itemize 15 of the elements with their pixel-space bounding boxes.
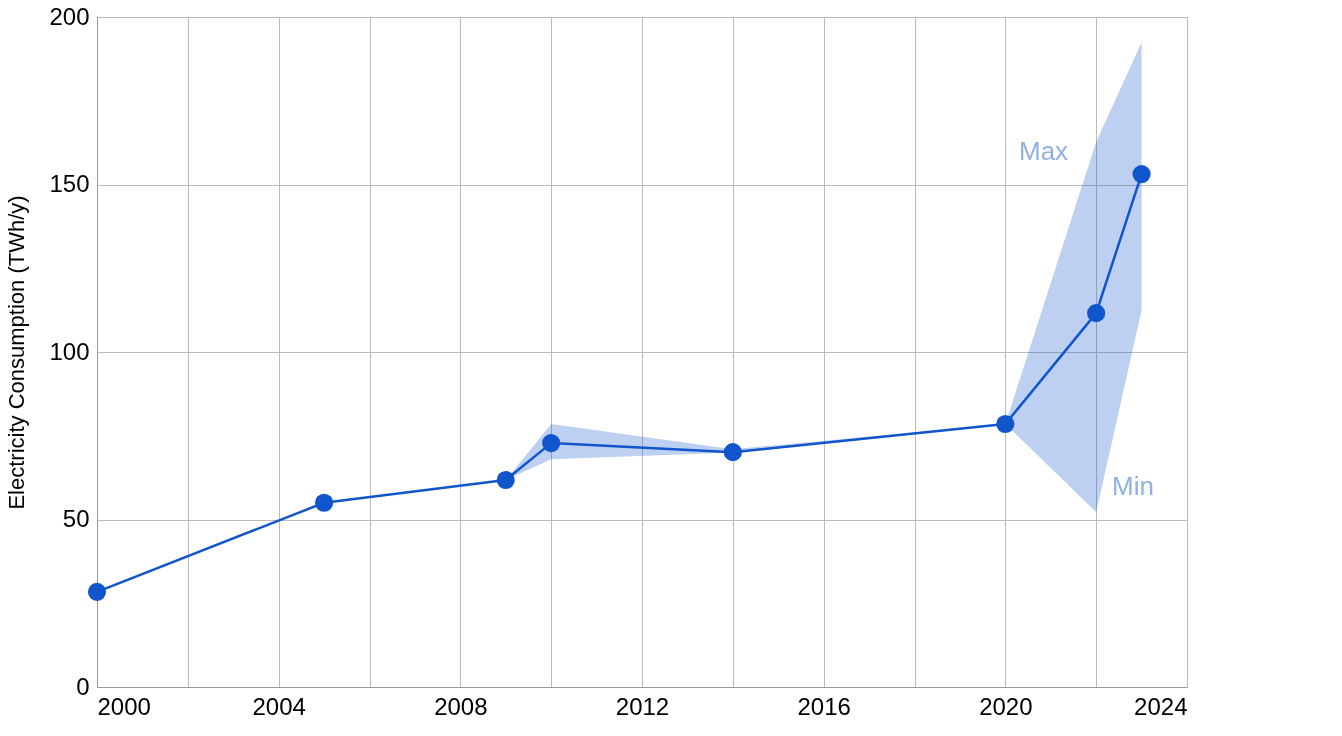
annotation: Min: [1112, 471, 1154, 501]
x-tick-label: 2000: [97, 692, 151, 720]
x-tick-label: 2008: [434, 692, 488, 720]
y-tick-label: 200: [49, 2, 90, 30]
x-tick-label: 2016: [797, 692, 851, 720]
y-tick-label: 150: [49, 170, 90, 197]
y-tick-label: 100: [49, 337, 90, 365]
y-tick-label: 0: [76, 672, 90, 700]
x-tick-label: 2024: [1134, 692, 1188, 720]
y-tick-label: 50: [62, 505, 90, 532]
x-tick-label: 2020: [979, 692, 1033, 720]
x-tick-label: 2012: [615, 692, 670, 720]
y-axis-title: Electricity Consumption (TWh/y): [4, 195, 30, 510]
annotation: Max: [1019, 136, 1069, 166]
x-tick-label: 2004: [252, 692, 306, 720]
